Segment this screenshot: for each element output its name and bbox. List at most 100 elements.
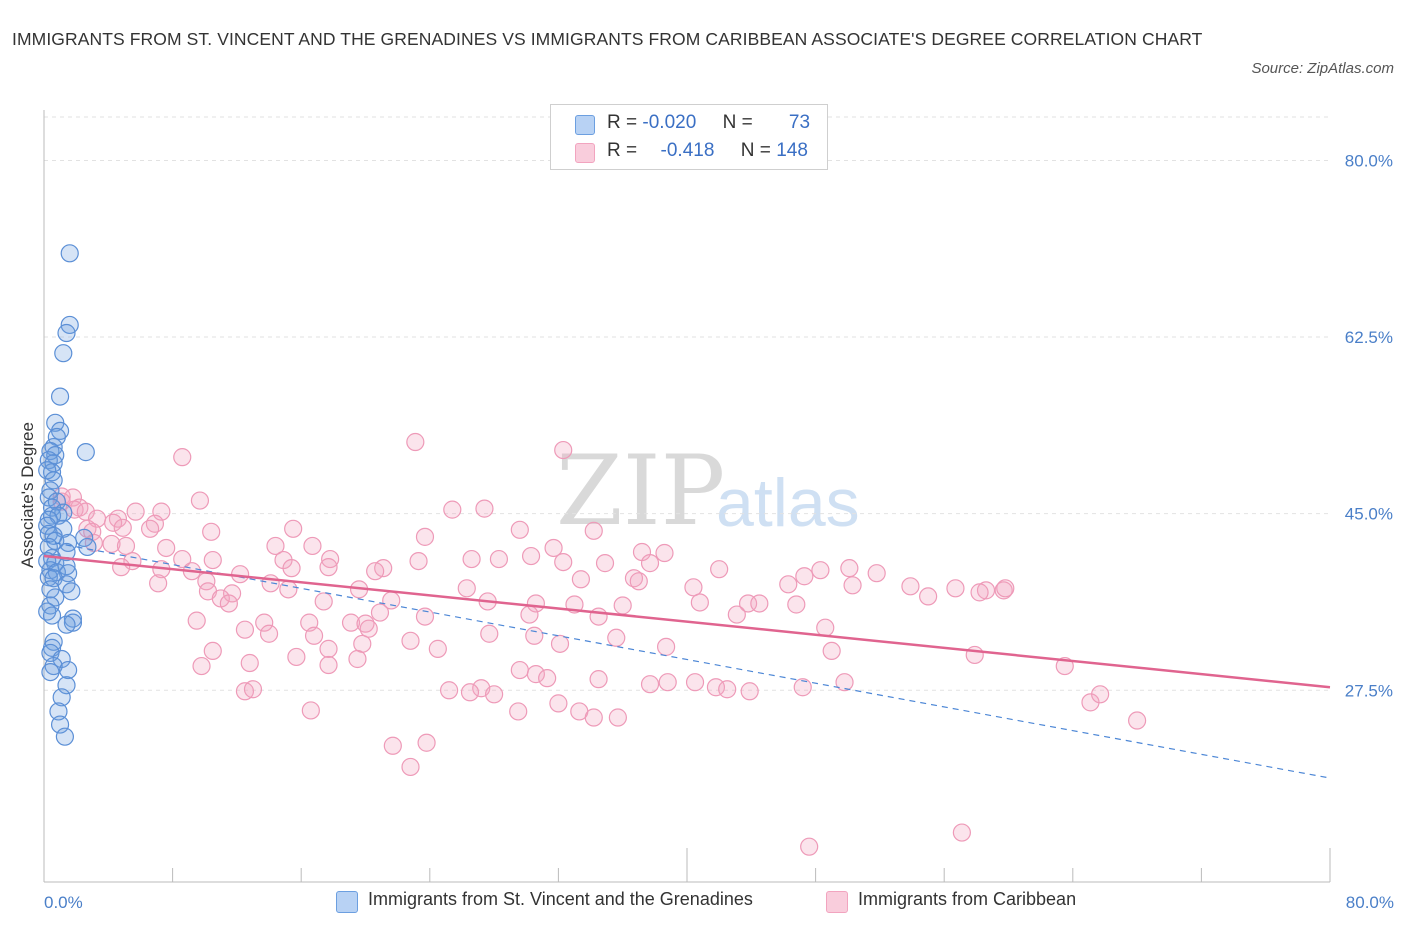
point-caribbean — [613, 596, 632, 615]
point-caribbean — [489, 549, 509, 569]
point-st-vincent — [44, 632, 63, 651]
point-caribbean — [187, 611, 206, 630]
point-caribbean — [485, 685, 504, 704]
point-caribbean — [684, 578, 703, 597]
series-st-vincent-points — [38, 244, 97, 746]
point-caribbean — [282, 559, 301, 578]
point-caribbean — [840, 559, 859, 578]
point-caribbean — [718, 680, 737, 699]
point-caribbean — [521, 546, 541, 566]
point-caribbean — [126, 502, 145, 521]
point-caribbean — [173, 448, 192, 467]
point-caribbean — [640, 675, 660, 694]
point-caribbean — [811, 561, 830, 580]
legend-r-label: R = — [607, 140, 638, 161]
y-tick-label: 80.0% — [1345, 151, 1393, 170]
point-caribbean — [690, 593, 709, 612]
legend-r-label: R = — [607, 112, 638, 133]
trend-lines — [43, 540, 1331, 779]
point-caribbean — [816, 618, 835, 637]
point-caribbean — [996, 579, 1015, 598]
point-caribbean — [795, 567, 814, 586]
point-caribbean — [595, 554, 615, 573]
point-caribbean — [348, 649, 367, 669]
point-caribbean — [113, 518, 132, 537]
stats-legend: R = -0.020 N = 73 R = -0.418 N = 148 — [550, 104, 828, 170]
point-st-vincent — [57, 615, 76, 634]
point-caribbean — [520, 605, 539, 624]
point-caribbean — [538, 669, 557, 688]
point-caribbean — [383, 736, 402, 755]
bottom-legend-swatch-blue — [336, 891, 358, 913]
point-st-vincent — [62, 582, 81, 601]
point-caribbean — [589, 607, 608, 626]
point-st-vincent — [59, 533, 78, 553]
point-caribbean — [640, 554, 660, 573]
point-caribbean — [203, 550, 222, 570]
point-caribbean — [112, 558, 131, 577]
source-label: Source: ZipAtlas.com — [1251, 60, 1394, 77]
point-caribbean — [750, 594, 769, 613]
point-caribbean — [685, 673, 705, 692]
point-caribbean — [415, 607, 435, 626]
legend-r-value: -0.418 — [660, 140, 715, 161]
chart-title: IMMIGRANTS FROM ST. VINCENT AND THE GREN… — [12, 29, 1203, 49]
legend-text: R = -0.020 N = 73 — [607, 112, 810, 134]
point-caribbean — [116, 536, 136, 556]
bottom-legend-label: Immigrants from St. Vincent and the Gren… — [368, 889, 753, 909]
point-caribbean — [65, 500, 84, 519]
point-caribbean — [222, 584, 242, 603]
point-caribbean — [240, 653, 259, 673]
point-caribbean — [657, 637, 676, 656]
point-caribbean — [409, 551, 428, 571]
point-caribbean — [571, 570, 591, 589]
point-caribbean — [266, 536, 285, 556]
point-caribbean — [1127, 711, 1147, 730]
point-caribbean — [976, 581, 996, 600]
point-caribbean — [867, 564, 886, 583]
point-caribbean — [919, 587, 938, 606]
point-caribbean — [624, 569, 644, 588]
point-caribbean — [584, 708, 603, 727]
point-caribbean — [822, 641, 841, 661]
point-caribbean — [366, 562, 385, 581]
x-ticks — [172, 848, 1331, 882]
point-caribbean — [284, 519, 303, 538]
point-caribbean — [946, 579, 965, 598]
point-caribbean — [406, 432, 425, 452]
legend-n-label: N = — [722, 112, 753, 133]
point-caribbean — [279, 580, 298, 599]
point-caribbean — [843, 576, 862, 595]
point-caribbean — [554, 552, 573, 572]
point-st-vincent — [50, 715, 70, 734]
point-caribbean — [415, 527, 435, 546]
point-caribbean — [341, 613, 361, 632]
series-caribbean-points — [52, 432, 1147, 856]
point-caribbean — [353, 634, 372, 653]
point-caribbean — [480, 624, 499, 643]
point-st-vincent — [52, 688, 71, 707]
point-st-vincent — [38, 461, 57, 480]
point-caribbean — [607, 628, 626, 647]
bottom-legend-swatch-pink — [826, 891, 848, 913]
x-tick-label-min: 0.0% — [44, 893, 83, 912]
point-caribbean — [356, 614, 375, 633]
point-caribbean — [301, 701, 320, 720]
point-caribbean — [319, 655, 338, 675]
point-caribbean — [304, 626, 324, 645]
point-caribbean — [608, 708, 627, 727]
point-caribbean — [779, 575, 798, 594]
point-caribbean — [319, 639, 338, 658]
point-st-vincent — [55, 727, 74, 746]
point-caribbean — [740, 682, 759, 701]
point-caribbean — [800, 837, 819, 856]
watermark-atlas: atlas — [716, 465, 860, 541]
point-caribbean — [203, 641, 222, 661]
point-caribbean — [554, 440, 573, 460]
point-caribbean — [475, 499, 494, 518]
y-axis-label: Associate's Degree — [18, 422, 37, 568]
point-st-vincent — [50, 387, 70, 406]
point-caribbean — [658, 673, 677, 692]
y-tick-label: 45.0% — [1345, 505, 1393, 524]
